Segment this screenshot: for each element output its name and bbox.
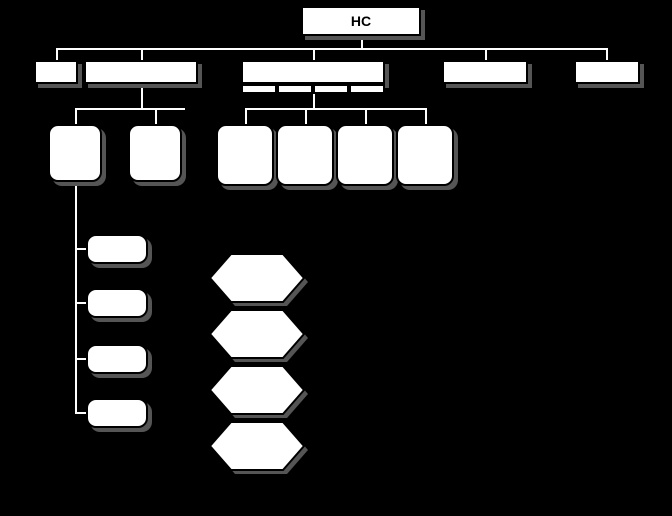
node-r1cC <box>313 84 353 98</box>
node-r1d <box>442 60 532 88</box>
node-r2a <box>48 124 106 186</box>
connector-line <box>305 108 307 124</box>
node-r3d <box>86 398 152 432</box>
node-r2b <box>128 124 186 186</box>
connector-line <box>141 48 143 60</box>
connector-line <box>313 48 315 60</box>
node-r2e <box>336 124 398 190</box>
connector-line <box>425 108 427 124</box>
node-r2d <box>276 124 338 190</box>
node-r1cA <box>241 84 281 98</box>
node-r3a <box>86 234 152 268</box>
node-h1 <box>210 254 308 306</box>
node-h4 <box>210 422 308 474</box>
connector-line <box>56 48 608 50</box>
node-r2f <box>396 124 458 190</box>
node-r1cB <box>277 84 317 98</box>
connector-line <box>75 108 185 110</box>
node-h2 <box>210 310 308 362</box>
node-label: HC <box>351 13 371 29</box>
connector-line <box>155 108 157 124</box>
node-hc: HC <box>301 6 425 40</box>
connector-line <box>56 48 58 60</box>
connector-line <box>606 48 608 60</box>
node-r3c <box>86 344 152 378</box>
node-r1cD <box>349 84 389 98</box>
connector-line <box>75 182 77 412</box>
node-r1b <box>84 60 202 88</box>
connector-line <box>75 108 77 124</box>
node-r2c <box>216 124 278 190</box>
connector-line <box>245 108 427 110</box>
node-r1a <box>34 60 82 88</box>
connector-line <box>245 108 247 124</box>
node-h3 <box>210 366 308 418</box>
node-r3b <box>86 288 152 322</box>
node-r1e <box>574 60 644 88</box>
connector-line <box>365 108 367 124</box>
diagram-stage: HC <box>0 0 672 516</box>
connector-line <box>485 48 487 60</box>
